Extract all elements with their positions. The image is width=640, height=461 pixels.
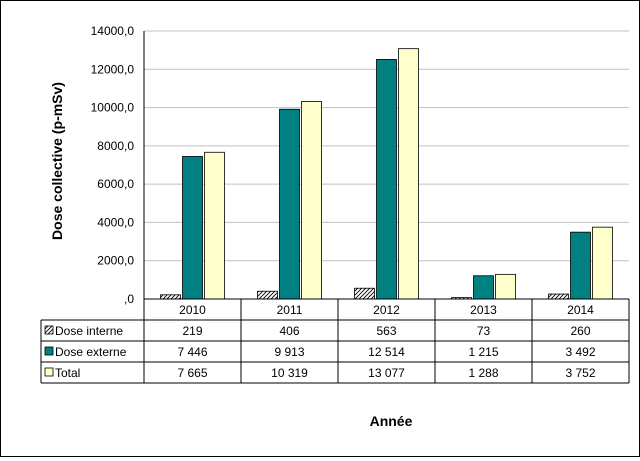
bar-dose-externe: [473, 275, 494, 300]
bar-dose-interne: [354, 287, 375, 300]
y-tick-label: 8000,0: [97, 139, 134, 153]
data-label: 1 288: [468, 366, 498, 380]
y-tick-label: 12000,0: [91, 62, 135, 76]
data-label: 563: [376, 324, 396, 338]
bar-dose-interne: [160, 294, 181, 300]
bar-total: [398, 48, 419, 300]
bar-total: [204, 151, 225, 300]
x-tick-label: 2014: [567, 303, 594, 317]
legend-swatch: [44, 367, 54, 377]
data-table: 2010 2011 2012 2013 2014 Dose interne 219 406 56…: [40, 298, 630, 384]
x-tick-label: 2013: [470, 303, 497, 317]
data-label: 13 077: [368, 366, 405, 380]
data-label: 73: [477, 324, 491, 338]
x-axis-label: Année: [370, 413, 413, 429]
data-label: 7 665: [177, 366, 207, 380]
y-tick-label: 2000,0: [97, 254, 134, 268]
legend-swatch: [44, 346, 54, 356]
y-tick-label: 14000,0: [91, 24, 135, 38]
bar-dose-interne: [548, 293, 569, 300]
bar-total: [592, 226, 613, 300]
bar-dose-externe: [376, 59, 397, 300]
bar-total: [301, 101, 322, 300]
y-axis-label: Dose collective (p-mSv): [49, 82, 65, 240]
x-tick-label: 2012: [373, 303, 400, 317]
legend-entry: Dose externe: [55, 345, 127, 359]
y-tick-label: 6000,0: [97, 177, 134, 191]
x-tick-label: 2010: [179, 303, 206, 317]
legend-swatch: [44, 325, 54, 335]
x-tick-label: 2011: [277, 303, 303, 317]
bar-dose-externe: [182, 156, 203, 300]
data-label: 12 514: [368, 345, 405, 359]
data-label: 7 446: [177, 345, 207, 359]
y-tick-label: ,0: [124, 292, 134, 306]
y-tick-label: 10000,0: [91, 101, 135, 115]
y-axis-ticks: 14000,0 12000,0 10000,0 8000,0 6000,0 4000,0 2…: [91, 24, 135, 306]
data-label: 219: [182, 324, 202, 338]
bar-dose-externe: [570, 231, 591, 300]
bars: [160, 48, 613, 300]
bar-dose-externe: [279, 108, 300, 300]
bar-total: [495, 273, 516, 300]
data-label: 3 752: [565, 366, 595, 380]
data-label: 10 319: [271, 366, 308, 380]
data-label: 1 215: [468, 345, 498, 359]
data-label: 9 913: [274, 345, 304, 359]
y-tick-label: 4000,0: [97, 215, 134, 229]
bar-dose-interne: [257, 290, 278, 300]
legend-entry: Total: [55, 366, 80, 380]
legend-entry: Dose interne: [55, 324, 123, 338]
data-label: 260: [570, 324, 590, 338]
data-label: 406: [279, 324, 299, 338]
data-label: 3 492: [565, 345, 595, 359]
